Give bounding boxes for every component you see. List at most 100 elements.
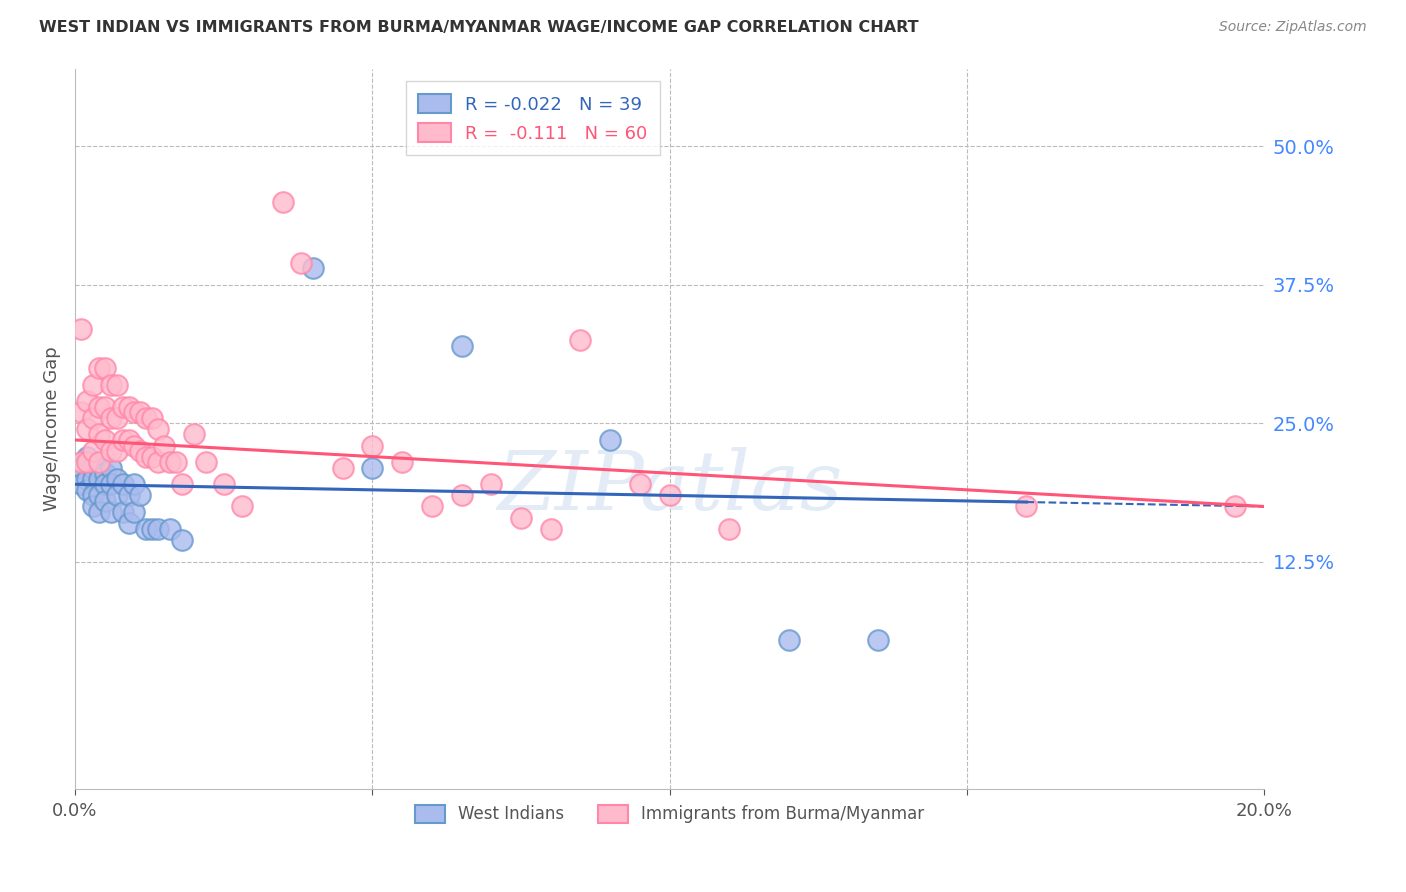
Point [76, 455, 98, 469]
Point [70, 455, 93, 469]
Point [93, 400, 115, 414]
Point [70, 460, 93, 475]
Point [718, 522, 741, 536]
Point [271, 194, 294, 209]
Point [778, 632, 800, 647]
Text: ZIPatlas: ZIPatlas [496, 447, 842, 526]
Point [117, 400, 139, 414]
Point [76, 450, 98, 464]
Point [82, 488, 104, 502]
Point [302, 261, 325, 276]
Point [82, 472, 104, 486]
Point [76, 472, 98, 486]
Point [105, 410, 128, 425]
Point [450, 339, 472, 353]
Point [129, 405, 152, 419]
Point [111, 477, 134, 491]
Point [420, 500, 443, 514]
Point [100, 377, 122, 392]
Point [170, 477, 193, 491]
Point [93, 360, 115, 375]
Point [866, 632, 889, 647]
Point [361, 460, 384, 475]
Point [105, 488, 128, 502]
Point [450, 488, 472, 502]
Point [70, 405, 93, 419]
Point [100, 444, 122, 458]
Point [117, 433, 139, 447]
Point [569, 333, 592, 347]
Point [141, 522, 163, 536]
Point [87, 460, 110, 475]
Point [1223, 500, 1246, 514]
Point [124, 438, 146, 452]
Point [117, 488, 139, 502]
Point [135, 522, 157, 536]
Y-axis label: Wage/Income Gap: Wage/Income Gap [44, 346, 60, 511]
Point [100, 477, 122, 491]
Point [361, 438, 384, 452]
Point [100, 410, 122, 425]
Point [93, 467, 115, 481]
Point [129, 444, 152, 458]
Point [141, 450, 163, 464]
Point [194, 455, 217, 469]
Point [159, 522, 181, 536]
Point [117, 516, 139, 530]
Point [87, 400, 110, 414]
Point [87, 455, 110, 469]
Point [76, 394, 98, 409]
Point [111, 400, 134, 414]
Point [87, 488, 110, 502]
Point [212, 477, 235, 491]
Point [87, 505, 110, 519]
Point [658, 488, 681, 502]
Point [628, 477, 651, 491]
Point [148, 455, 170, 469]
Point [93, 433, 115, 447]
Legend: West Indians, Immigrants from Burma/Myanmar: West Indians, Immigrants from Burma/Myan… [404, 793, 936, 835]
Point [148, 422, 170, 436]
Point [82, 500, 104, 514]
Point [100, 460, 122, 475]
Point [165, 455, 187, 469]
Point [141, 410, 163, 425]
Point [1015, 500, 1038, 514]
Text: WEST INDIAN VS IMMIGRANTS FROM BURMA/MYANMAR WAGE/INCOME GAP CORRELATION CHART: WEST INDIAN VS IMMIGRANTS FROM BURMA/MYA… [39, 20, 920, 35]
Point [82, 377, 104, 392]
Point [479, 477, 502, 491]
Point [105, 472, 128, 486]
Point [111, 505, 134, 519]
Point [93, 477, 115, 491]
Point [70, 477, 93, 491]
Point [124, 405, 146, 419]
Point [231, 500, 253, 514]
Point [87, 360, 110, 375]
Point [159, 455, 181, 469]
Point [82, 410, 104, 425]
Point [135, 410, 157, 425]
Point [290, 255, 312, 269]
Point [332, 460, 354, 475]
Point [599, 433, 621, 447]
Point [148, 522, 170, 536]
Point [540, 522, 562, 536]
Point [135, 450, 157, 464]
Point [100, 505, 122, 519]
Point [76, 483, 98, 497]
Point [87, 427, 110, 442]
Point [510, 510, 533, 524]
Text: Source: ZipAtlas.com: Source: ZipAtlas.com [1219, 20, 1367, 34]
Point [183, 427, 205, 442]
Point [111, 433, 134, 447]
Point [129, 488, 152, 502]
Point [105, 444, 128, 458]
Point [93, 494, 115, 508]
Point [391, 455, 413, 469]
Point [153, 438, 176, 452]
Point [70, 322, 93, 336]
Point [87, 472, 110, 486]
Point [76, 422, 98, 436]
Point [124, 505, 146, 519]
Point [82, 460, 104, 475]
